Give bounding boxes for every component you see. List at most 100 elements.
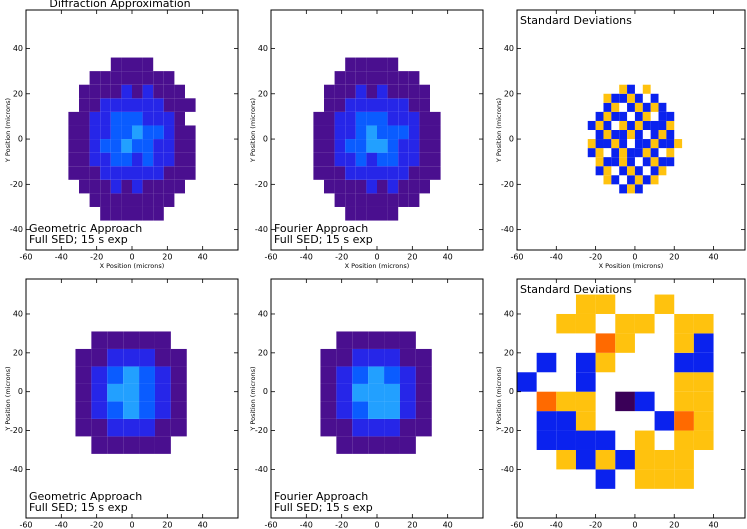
- cell: [556, 391, 576, 412]
- cell: [416, 436, 432, 453]
- cell: [132, 206, 143, 221]
- cell: [185, 85, 196, 99]
- cell: [635, 353, 655, 372]
- x-tick-label: 20: [407, 253, 417, 262]
- cell: [368, 366, 385, 384]
- cell: [320, 348, 337, 367]
- cell: [377, 57, 388, 72]
- cell: [377, 111, 388, 126]
- cell: [634, 139, 643, 149]
- cell: [345, 84, 356, 99]
- cell: [419, 207, 430, 221]
- annotation: Geometric Approach: [29, 490, 142, 503]
- cell: [79, 111, 90, 126]
- cell: [334, 98, 346, 112]
- cell: [537, 450, 557, 469]
- cell: [334, 111, 346, 126]
- x-tick-label: -60: [19, 521, 32, 529]
- cell: [123, 401, 140, 419]
- cell: [313, 139, 324, 153]
- cell: [368, 401, 385, 419]
- cell: [596, 85, 604, 94]
- cell: [110, 193, 122, 207]
- cell: [398, 58, 409, 72]
- cell: [634, 449, 655, 470]
- cell: [100, 111, 111, 126]
- cell: [368, 436, 385, 454]
- cell: [384, 383, 400, 402]
- cell: [352, 383, 369, 402]
- cell: [91, 436, 108, 454]
- annotation: Standard Deviations: [520, 14, 632, 27]
- cell: [674, 112, 682, 121]
- cell: [377, 152, 388, 167]
- y-tick-label: -40: [501, 225, 514, 234]
- cell: [368, 383, 385, 402]
- cell: [398, 111, 409, 126]
- cell: [627, 102, 635, 112]
- cell: [595, 166, 604, 176]
- cell: [595, 352, 616, 373]
- cell: [132, 166, 143, 180]
- cell: [100, 139, 111, 153]
- cell: [619, 93, 628, 103]
- y-axis-label: Y Position (microns): [249, 366, 257, 431]
- cell: [643, 130, 651, 139]
- cell: [355, 166, 367, 180]
- cell: [517, 392, 537, 411]
- cell: [153, 206, 164, 221]
- cell: [666, 139, 675, 149]
- cell: [139, 348, 155, 367]
- cell: [595, 430, 616, 450]
- cell: [121, 84, 132, 99]
- cell: [655, 353, 675, 372]
- cell: [714, 411, 734, 430]
- cell: [89, 125, 101, 140]
- y-tick-label: -20: [501, 180, 514, 189]
- plot-frame: [516, 278, 746, 519]
- cell: [595, 148, 604, 158]
- cell: [79, 139, 90, 153]
- cell: [121, 57, 132, 72]
- annotation: Standard Deviations: [520, 283, 632, 296]
- cell: [415, 348, 432, 367]
- cell: [398, 166, 409, 180]
- cell: [615, 313, 635, 334]
- cell: [615, 295, 635, 314]
- cell: [366, 193, 377, 207]
- x-tick-label: 0: [374, 521, 379, 529]
- cell: [642, 111, 651, 121]
- y-tick-label: 40: [13, 44, 23, 53]
- cell: [107, 383, 124, 402]
- cell: [163, 193, 175, 207]
- cell: [693, 430, 714, 450]
- cell: [430, 166, 441, 180]
- cell: [75, 331, 91, 348]
- cell: [313, 85, 324, 99]
- cell: [163, 111, 175, 126]
- cell: [68, 125, 79, 140]
- y-axis-label: Y Position (microns): [495, 98, 503, 163]
- cell: [666, 157, 675, 167]
- cell: [352, 348, 369, 367]
- cell: [123, 418, 140, 437]
- cell: [627, 148, 635, 158]
- cell: [694, 450, 714, 469]
- cell: [174, 166, 185, 180]
- cell: [170, 383, 187, 402]
- cell: [107, 436, 124, 454]
- cell: [634, 148, 643, 158]
- cell: [110, 166, 122, 180]
- y-tick-label: 20: [504, 348, 514, 357]
- cell: [654, 469, 675, 489]
- cell: [121, 179, 132, 194]
- cell: [377, 139, 388, 153]
- cell: [611, 166, 619, 175]
- cell: [100, 125, 111, 140]
- cell: [368, 331, 385, 349]
- x-tick-label: -60: [19, 253, 32, 262]
- cell: [643, 94, 651, 103]
- cell: [430, 152, 441, 167]
- cell: [142, 193, 154, 207]
- cell: [163, 71, 175, 85]
